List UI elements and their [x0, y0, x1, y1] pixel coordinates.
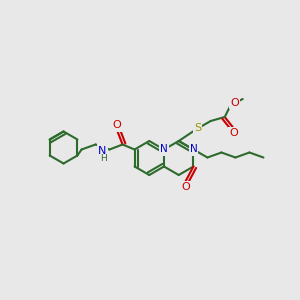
Text: O: O: [230, 98, 239, 108]
Text: O: O: [181, 182, 190, 193]
Text: N: N: [98, 146, 106, 155]
Text: N: N: [160, 145, 168, 154]
Text: S: S: [194, 123, 201, 133]
Text: O: O: [112, 121, 121, 130]
Text: N: N: [190, 145, 197, 154]
Text: H: H: [100, 154, 106, 163]
Text: O: O: [229, 128, 238, 138]
